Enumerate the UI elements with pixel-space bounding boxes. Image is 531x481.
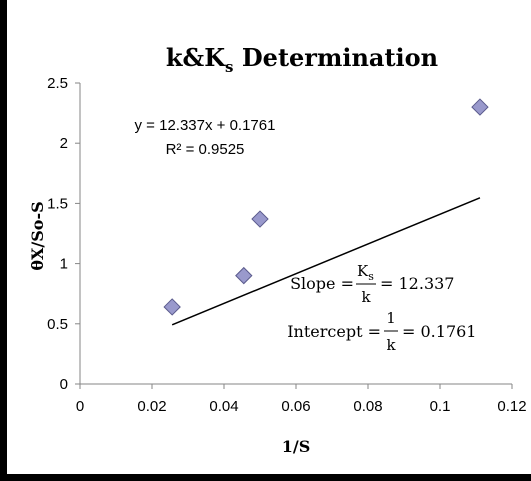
y-tick-label: 0 — [60, 376, 68, 393]
x-tick-label: 0.12 — [497, 398, 526, 415]
slope-denominator: k — [361, 288, 371, 306]
y-axis-title: θX/So-S — [28, 201, 47, 270]
intercept-label: Intercept = — [287, 322, 381, 341]
trendline-path — [171, 197, 481, 326]
data-points — [163, 98, 489, 316]
x-tick-label: 0.06 — [281, 398, 310, 415]
slope-annotation: Slope = Ks k = 12.337 — [290, 262, 454, 306]
y-tick-label: 1.5 — [47, 195, 68, 212]
intercept-value: = 0.1761 — [402, 322, 476, 341]
intercept-numerator: 1 — [386, 309, 396, 327]
r-squared-label: R² = 0.9525 — [166, 141, 245, 158]
x-tick-label: 0.08 — [353, 398, 382, 415]
x-ticks: 0 0.02 0.04 0.06 0.08 0.1 0.12 — [76, 384, 527, 415]
x-tick-label: 0.04 — [209, 398, 238, 415]
data-point — [251, 210, 269, 228]
slope-value: = 12.337 — [380, 274, 454, 293]
y-tick-label: 2.5 — [47, 75, 68, 92]
trendline — [171, 197, 481, 326]
data-point — [163, 298, 181, 316]
chart-title: k&Ks Determination — [166, 43, 438, 76]
y-ticks: 0 0.5 1 1.5 2 2.5 — [47, 75, 80, 393]
trendline-equation: y = 12.337x + 0.1761 — [135, 117, 276, 134]
intercept-annotation: Intercept = 1 k = 0.1761 — [287, 309, 476, 354]
data-point — [471, 98, 489, 116]
y-tick-label: 1 — [60, 256, 68, 273]
x-tick-label: 0 — [76, 398, 84, 415]
slope-label: Slope = — [290, 274, 354, 293]
x-axis-title: 1/S — [282, 437, 311, 456]
y-tick-label: 0.5 — [47, 316, 68, 333]
y-tick-label: 2 — [60, 135, 68, 152]
data-point — [235, 266, 253, 285]
x-tick-label: 0.1 — [430, 398, 451, 415]
x-tick-label: 0.02 — [137, 398, 166, 415]
slope-numerator: Ks — [357, 262, 374, 283]
intercept-denominator: k — [386, 336, 396, 354]
scatter-chart: k&Ks Determination 0 0.5 1 1.5 2 2.5 0 0.02 0.0… — [28, 43, 527, 456]
